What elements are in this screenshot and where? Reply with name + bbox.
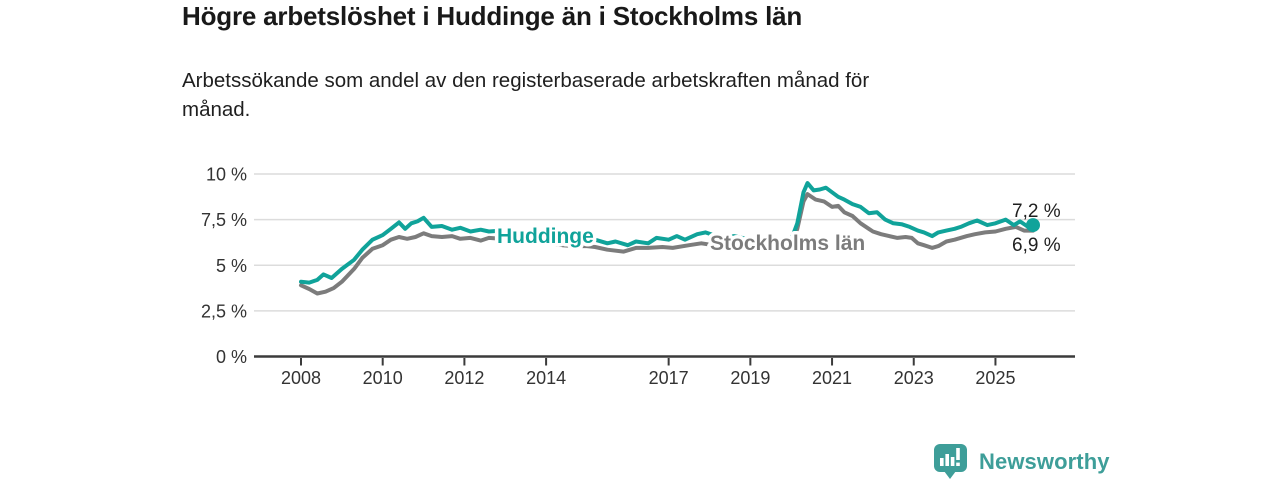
x-tick-label: 2019 — [730, 368, 770, 388]
y-tick-label: 7,5 % — [201, 210, 247, 230]
x-tick-label: 2008 — [281, 368, 321, 388]
series-inline-labels-group: Stockholms län Huddinge — [494, 222, 869, 259]
x-tick-label: 2010 — [363, 368, 403, 388]
newsworthy-logo: Newsworthy — [933, 443, 1110, 480]
gridlines-group — [254, 173, 1075, 312]
series-label-huddinge: Huddinge — [497, 225, 594, 248]
chart-subtitle: Arbetssökande som andel av den registerb… — [182, 69, 870, 121]
x-tick-label: 2012 — [444, 368, 484, 388]
end-value-label-huddinge: 7,2 % — [1012, 201, 1061, 222]
y-tick-label: 5 % — [216, 256, 247, 276]
x-tick-label: 2021 — [812, 368, 852, 388]
chart-title: Högre arbetslöshet i Huddinge än i Stock… — [182, 1, 803, 31]
series-line-stockholms-lan — [299, 192, 1035, 296]
series-label-stockholms-lan: Stockholms län — [710, 232, 865, 255]
x-tick-label: 2014 — [526, 368, 566, 388]
series-lines-group — [299, 181, 1035, 296]
y-axis-labels-group: 0 % 2,5 % 5 % 7,5 % 10 % — [201, 165, 247, 368]
end-value-label-stockholms-lan: 6,9 % — [1012, 235, 1061, 256]
bar-chart-speech-bubble-icon — [934, 444, 967, 479]
y-tick-label: 2,5 % — [201, 301, 247, 321]
series-line-huddinge — [299, 181, 1035, 285]
x-axis-group: 2008 2010 2012 2014 2017 2019 2021 2023 2025 — [254, 355, 1075, 388]
x-tick-label: 2025 — [975, 368, 1015, 388]
newsworthy-logo-text: Newsworthy — [979, 448, 1110, 474]
end-annotations-group: 7,2 % 6,9 % — [1012, 201, 1061, 256]
x-tick-label: 2017 — [649, 368, 689, 388]
series-end-dot-huddinge — [1026, 218, 1040, 233]
y-tick-label: 10 % — [206, 165, 247, 185]
x-tick-label: 2023 — [894, 368, 934, 388]
y-tick-label: 0 % — [216, 347, 247, 367]
unemployment-line-chart: 0 % 2,5 % 5 % 7,5 % 10 % 2008 2010 2012 2014 201… — [201, 165, 1075, 388]
